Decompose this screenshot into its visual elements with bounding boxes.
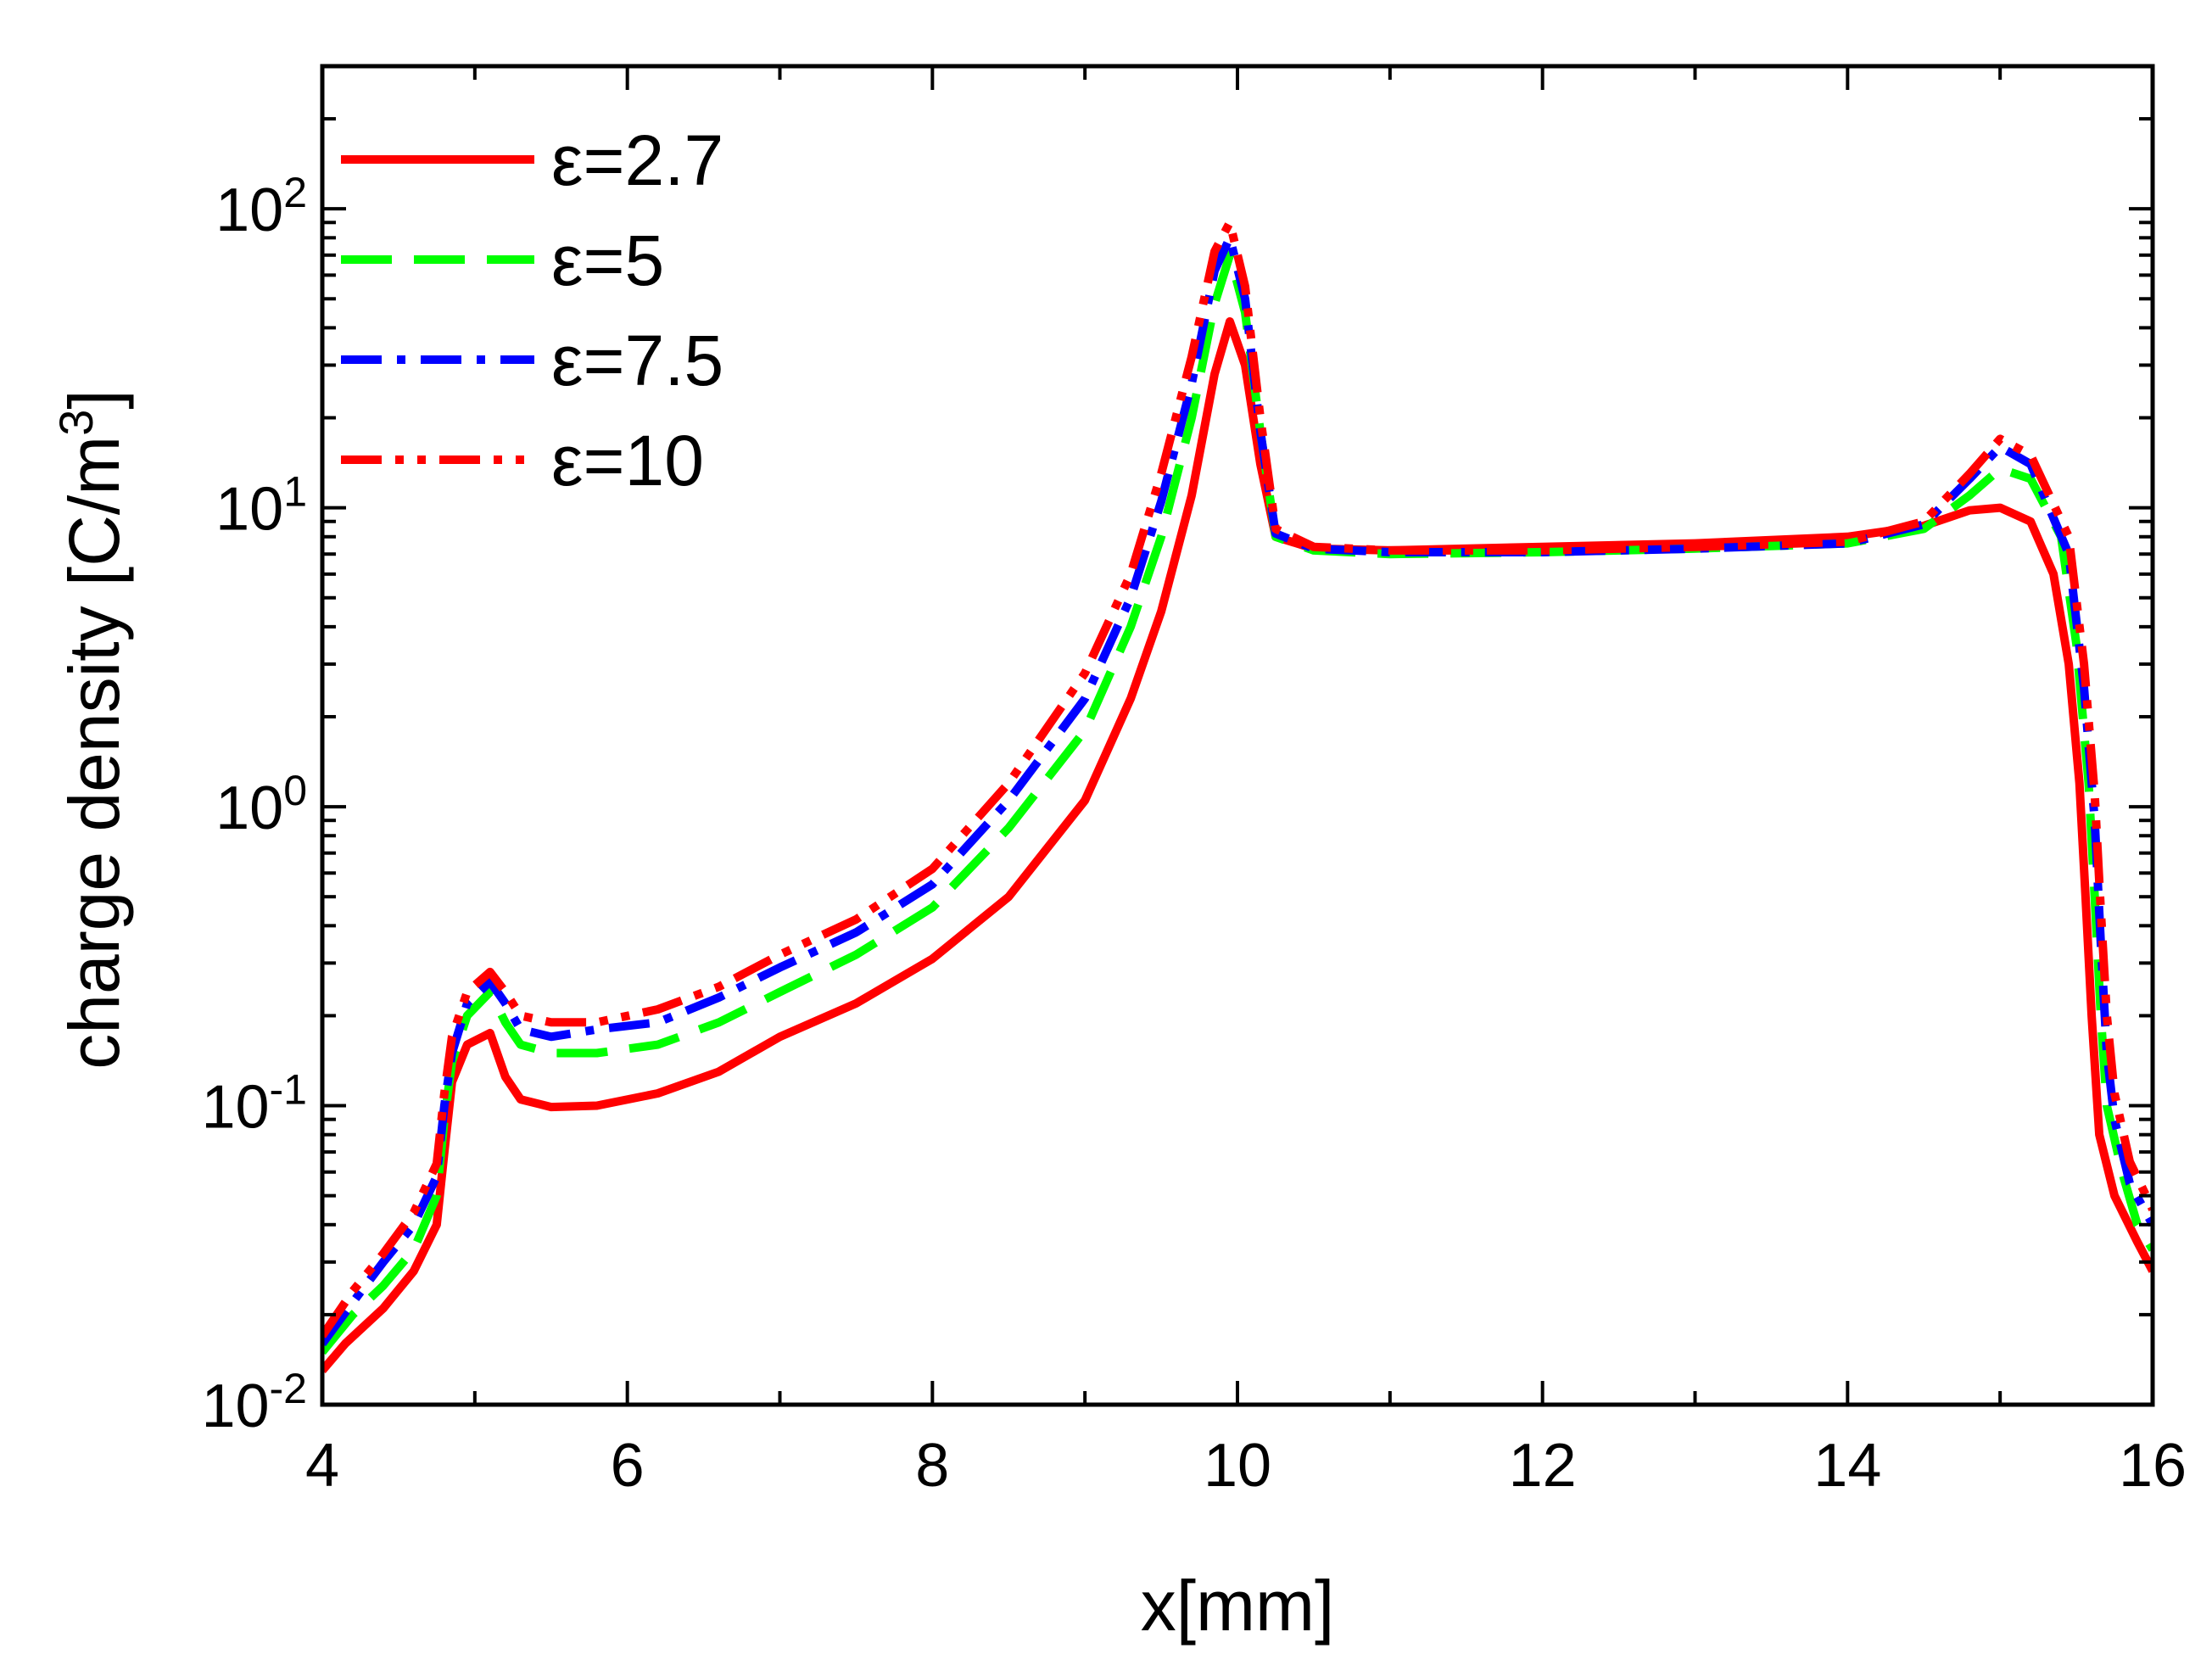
- y-tick-label: 10-1: [201, 1066, 307, 1142]
- y-tick-label: 10-2: [201, 1365, 307, 1440]
- x-tick-label: 4: [305, 1432, 339, 1500]
- series-layer: [322, 218, 2153, 1374]
- y-axis-label-main: charge density [C/m: [54, 436, 134, 1070]
- y-axis-label-close: ]: [54, 389, 134, 409]
- legend-label: ε=7.5: [551, 321, 723, 400]
- series-line-4: [322, 218, 2153, 1338]
- x-tick-label: 6: [611, 1432, 645, 1500]
- series-line-2: [322, 250, 2153, 1355]
- x-tick-label: 10: [1204, 1432, 1271, 1500]
- legend-label: ε=2.7: [551, 120, 723, 200]
- y-tick-label: 101: [215, 468, 307, 544]
- y-axis-label-superscript: 3: [49, 410, 103, 436]
- x-tick-label: 12: [1509, 1432, 1577, 1500]
- x-tick-label: 8: [915, 1432, 949, 1500]
- y-tick-label: 100: [215, 767, 307, 842]
- legend-label: ε=10: [551, 421, 704, 500]
- legend: ε=2.7 ε=5 ε=7.5 ε=10: [341, 120, 723, 500]
- x-tick-label: 16: [2119, 1432, 2187, 1500]
- x-axis-label: x[mm]: [1141, 1566, 1335, 1646]
- y-axis-label: charge density [C/m3]: [49, 389, 135, 1069]
- series-line-3: [322, 233, 2153, 1347]
- legend-label: ε=5: [551, 221, 664, 300]
- tick-layer: 4 6 8 10 12 14 16 10-2 10-1 100 101 102: [201, 66, 2187, 1500]
- series-line-1: [322, 317, 2153, 1374]
- x-tick-label: 14: [1813, 1432, 1881, 1500]
- y-tick-label: 102: [215, 169, 307, 244]
